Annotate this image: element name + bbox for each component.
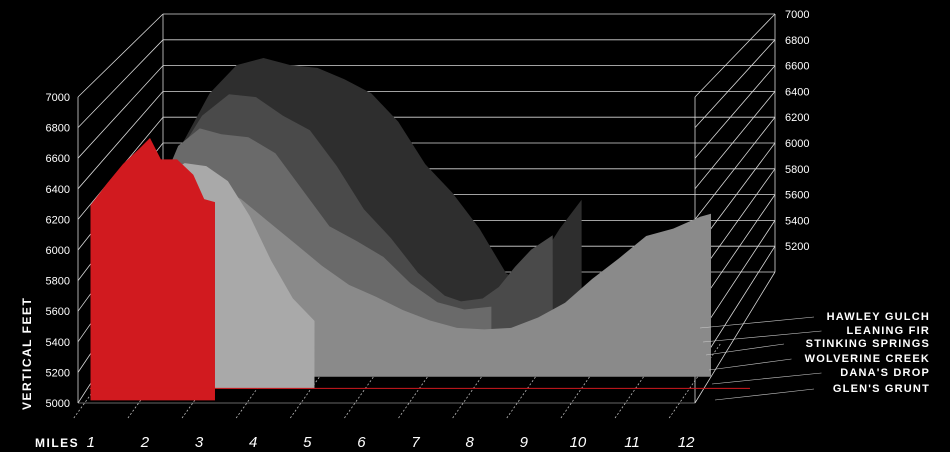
right-wall-gridline (694, 91, 776, 190)
legend-connector (711, 372, 822, 385)
x-tick-labels: 1 2 3 4 5 6 7 8 9 10 11 12 (87, 434, 696, 451)
left-wall-gridline (77, 65, 164, 159)
legend-label: LEANING FIR (847, 325, 930, 337)
floor-dashed-line (668, 343, 721, 419)
y-axis-title: VERTICAL FEET (20, 297, 34, 410)
legend-connector (705, 343, 785, 356)
x-tick-label: 8 (466, 434, 475, 451)
floor-dashed-line (560, 343, 613, 419)
front-y-tick-label: 6000 (46, 245, 70, 257)
x-tick-label: 10 (570, 434, 587, 451)
legend-label: STINKING SPRINGS (806, 338, 930, 350)
x-tick-label: 6 (357, 434, 366, 451)
back-y-tick-label: 5200 (785, 241, 809, 253)
legend-label: WOLVERINE CREEK (805, 353, 930, 365)
back-y-tick-label: 6200 (785, 112, 809, 124)
back-y-tick-label: 6400 (785, 86, 809, 98)
front-y-tick-label: 6400 (46, 184, 70, 196)
front-y-tick-label: 5600 (46, 306, 70, 318)
x-tick-label: 5 (303, 434, 312, 451)
legend-label: DANA'S DROP (840, 367, 930, 379)
back-y-tick-label: 5600 (785, 190, 809, 202)
floor-dashed-line (614, 343, 667, 419)
axis-frame (78, 387, 750, 404)
x-tick-label: 3 (195, 434, 204, 451)
front-y-tick-label: 6800 (46, 123, 70, 135)
elevation-areas (90, 58, 711, 401)
back-y-tick-label: 5800 (785, 164, 809, 176)
right-wall-gridline (694, 116, 776, 220)
left-wall-gridline (77, 39, 164, 128)
x-tick-label: 9 (520, 434, 529, 451)
left-wall-gridline (77, 91, 164, 190)
legend-label: GLEN'S GRUNT (833, 383, 930, 395)
x-axis-title: MILES (35, 436, 79, 450)
x-tick-label: 4 (249, 434, 257, 451)
floor-dashed-line (506, 343, 559, 419)
area-glen-s-grunt (90, 138, 215, 401)
front-y-tick-label: 7000 (46, 92, 70, 104)
legend-connector (702, 330, 822, 343)
right-wall-gridline (694, 39, 776, 128)
back-y-tick-label: 6000 (785, 138, 809, 150)
front-y-tick-label: 6600 (46, 153, 70, 165)
x-tick-label: 11 (624, 434, 640, 451)
x-tick-label: 2 (140, 434, 150, 451)
floor-dashed-line (344, 343, 397, 419)
floor-dashed-line (398, 343, 451, 419)
floor-dashed-line (289, 343, 344, 419)
legend-connector (708, 358, 792, 371)
back-y-tick-labels: 5200 5400 5600 5800 6000 6200 6400 6600 6800 7000 (785, 9, 809, 253)
x-tick-label: 7 (411, 434, 420, 451)
right-wall-gridline (694, 65, 776, 159)
front-y-tick-label: 5000 (46, 398, 70, 410)
front-y-tick-label: 5800 (46, 276, 70, 288)
x-tick-label: 1 (87, 434, 95, 451)
front-y-tick-labels: 5000 5200 5400 5600 5800 6000 6200 6400 6600 6800… (46, 92, 70, 410)
legend-connector (714, 388, 815, 401)
back-y-tick-label: 6800 (785, 35, 809, 47)
legend-label: HAWLEY GULCH (827, 311, 930, 323)
front-y-tick-label: 5200 (46, 367, 70, 379)
right-wall-gridline (694, 13, 776, 98)
front-y-tick-label: 6200 (46, 214, 70, 226)
front-y-tick-label: 5400 (46, 337, 70, 349)
back-y-tick-label: 7000 (785, 9, 809, 21)
floor-dashed-line (452, 343, 505, 419)
right-wall-gridline (694, 271, 776, 404)
back-y-tick-label: 6600 (785, 61, 809, 73)
legend-connector (699, 316, 815, 329)
back-y-tick-label: 5400 (785, 215, 809, 227)
x-tick-label: 12 (678, 434, 695, 451)
left-wall-gridline (77, 13, 164, 98)
